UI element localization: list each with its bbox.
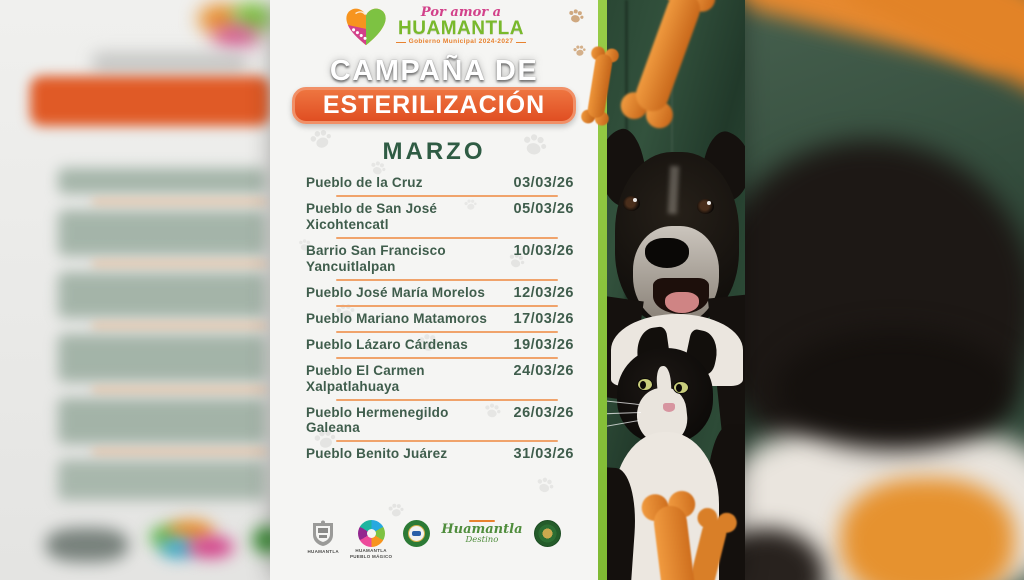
blurred-shape	[775, 330, 1015, 450]
poster-body: Por amor a HUAMANTLA Gobierno Municipal …	[270, 0, 598, 580]
schedule-row: Pueblo de la Cruz 03/03/26	[306, 175, 574, 193]
bone-toy-icon	[581, 46, 619, 126]
schedule-divider	[336, 440, 558, 443]
schedule-row: Pueblo de San José Xicohtencatl 05/03/26	[306, 201, 574, 235]
schedule-place: Pueblo José María Morelos	[306, 284, 486, 300]
schedule-row: Pueblo Mariano Matamoros 17/03/26	[306, 311, 574, 329]
schedule-divider	[336, 330, 558, 333]
schedule-place: Pueblo Benito Juárez	[306, 446, 448, 462]
brand-subtitle: Gobierno Municipal 2024-2027	[396, 39, 527, 46]
shield-icon	[313, 520, 334, 546]
blurred-shape	[30, 76, 270, 126]
guinness-badge-logo	[403, 520, 431, 547]
schedule-place: Pueblo Lázaro Cárdenas	[306, 336, 468, 352]
blurred-shape	[92, 324, 267, 328]
schedule-place: Pueblo de San José Xicohtencatl	[306, 201, 438, 232]
blurred-backdrop-right	[745, 0, 1024, 580]
footer-logos: HUAMANTLA HUAMANTLA PUEBLO MÁGICO Huaman…	[270, 520, 598, 560]
destino-tagline-mark	[468, 520, 495, 522]
blurred-shape	[160, 538, 196, 558]
pueblo-magico-logo: HUAMANTLA PUEBLO MÁGICO	[350, 520, 392, 560]
month-title: MARZO	[382, 138, 486, 165]
schedule-row: Pueblo Hermenegildo Galeana 26/03/26	[306, 405, 574, 439]
paw-print-icon	[520, 130, 550, 160]
paw-print-icon	[307, 125, 335, 153]
campaign-poster: Por amor a HUAMANTLA Gobierno Municipal …	[270, 0, 745, 580]
paw-print-icon	[418, 332, 439, 353]
blurred-shape	[46, 528, 128, 562]
schedule-date: 12/03/26	[513, 284, 574, 301]
schedule-row: Pueblo José María Morelos 12/03/26	[306, 285, 574, 303]
blurred-shape	[188, 536, 234, 558]
paw-print-icon	[506, 250, 527, 271]
paw-print-icon	[297, 237, 313, 253]
schedule-divider	[336, 278, 558, 281]
schedule-divider	[336, 398, 558, 401]
schedule-divider	[336, 236, 558, 239]
blurred-shape	[58, 168, 265, 194]
blurred-shape	[212, 24, 260, 48]
sterilization-banner: ESTERILIZACIÓN	[292, 87, 576, 124]
brand-name: HUAMANTLA	[398, 18, 524, 40]
schedule-date: 10/03/26	[513, 242, 574, 259]
schedule-place: Pueblo de la Cruz	[306, 175, 423, 190]
paw-print-icon	[572, 43, 587, 58]
blurred-shape	[840, 478, 1015, 580]
schedule-row: Barrio San Francisco Yancuitlalpan 10/03…	[306, 243, 574, 277]
pinwheel-icon	[357, 520, 385, 547]
guinness-badge-icon	[403, 520, 431, 547]
bone-toy-icon	[620, 0, 716, 129]
blurred-shape	[92, 200, 267, 204]
schedule-divider	[336, 356, 558, 359]
paw-print-icon	[368, 158, 387, 177]
campaign-title: CAMPAÑA DE	[329, 55, 539, 87]
blurred-shape	[58, 334, 265, 382]
municipal-seal-icon	[533, 520, 561, 547]
schedule-row: Pueblo Benito Juárez 31/03/26	[306, 446, 574, 464]
photo-panel	[607, 0, 745, 580]
brand-script: Por amor a	[420, 4, 502, 20]
blurred-shape	[92, 450, 267, 454]
schedule-place: Barrio San Francisco Yancuitlalpan	[306, 242, 446, 274]
schedule-place: Pueblo Mariano Matamoros	[306, 310, 488, 326]
schedule-date: 17/03/26	[513, 310, 574, 327]
destino-logo: Huamantla Destino	[441, 520, 523, 546]
schedule-row: Pueblo El Carmen Xalpatlahuaya 24/03/26	[306, 363, 574, 397]
blurred-shape	[92, 262, 267, 266]
blurred-shape	[58, 398, 265, 444]
schedule-date: 26/03/26	[513, 404, 574, 421]
blurred-shape	[58, 460, 265, 500]
schedule-date: 31/03/26	[513, 446, 574, 463]
blurred-shape	[252, 526, 270, 554]
schedule-list: Pueblo de la Cruz 03/03/26 Pueblo de San…	[306, 175, 574, 464]
schedule-divider	[336, 304, 558, 307]
schedule-row: Pueblo Lázaro Cárdenas 19/03/26	[306, 337, 574, 355]
schedule-date: 19/03/26	[513, 336, 574, 353]
schedule-date: 05/03/26	[513, 201, 574, 217]
brand-header: Por amor a HUAMANTLA Gobierno Municipal …	[270, 5, 598, 47]
paw-print-icon	[312, 426, 339, 453]
schedule-date: 03/03/26	[513, 175, 574, 191]
paw-print-icon	[567, 7, 586, 26]
paw-print-icon	[483, 401, 503, 421]
paw-print-icon	[387, 501, 405, 519]
blurred-backdrop-left	[0, 0, 270, 580]
schedule-place: Pueblo El Carmen Xalpatlahuaya	[306, 362, 425, 394]
municipal-shield-logo: HUAMANTLA	[307, 520, 339, 554]
bone-toy-icon	[641, 490, 700, 580]
blurred-shape	[92, 388, 267, 392]
blurred-shape	[58, 272, 265, 318]
bone-toy-icon	[682, 507, 737, 580]
schedule-place: Pueblo Hermenegildo Galeana	[306, 404, 449, 436]
blurred-shape	[92, 52, 248, 74]
lime-stripe-divider	[598, 0, 607, 580]
blurred-shape	[58, 210, 265, 256]
heart-logo-icon	[345, 8, 386, 46]
schedule-divider	[336, 195, 558, 197]
paw-print-icon	[534, 474, 556, 496]
schedule-date: 24/03/26	[513, 362, 574, 379]
paw-print-icon	[463, 197, 478, 212]
